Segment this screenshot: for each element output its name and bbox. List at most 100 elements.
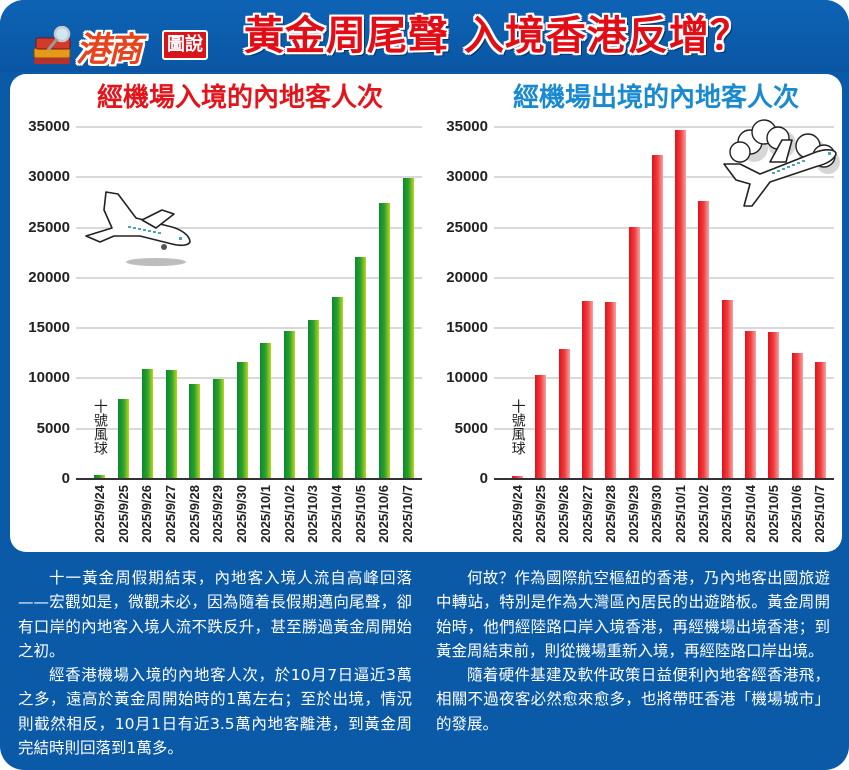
bar (628, 226, 640, 479)
gridline (494, 427, 834, 430)
x-axis-tick-label: 2025/10/7 (400, 485, 416, 543)
bar (675, 130, 687, 479)
chart-title: 經機場入境的內地客人次 (96, 83, 383, 113)
y-axis-tick-label: 5000 (454, 419, 488, 437)
x-axis-tick-label: 2025/9/26 (556, 485, 572, 543)
bar (141, 369, 153, 479)
bar (331, 296, 343, 479)
bar (605, 301, 617, 479)
bar (582, 300, 593, 479)
bar (651, 155, 663, 479)
y-axis-tick-label: 25000 (28, 218, 70, 236)
x-axis-line (76, 478, 422, 480)
y-axis-tick-label: 0 (479, 470, 488, 487)
bar (212, 379, 224, 479)
departures-chart: 經機場出境的內地客人次 0 5000 10000 15000 20000 25000 300… (430, 74, 842, 552)
x-axis-tick-label: 2025/10/2 (281, 485, 297, 543)
x-axis-tick-label: 2025/10/5 (352, 485, 368, 543)
bar (355, 256, 367, 479)
x-axis-tick-label: 2025/9/29 (210, 485, 226, 543)
x-axis-tick-label: 2025/9/30 (234, 485, 250, 543)
y-axis-tick-label: 25000 (446, 218, 488, 236)
y-axis-tick-label: 35000 (28, 118, 70, 135)
x-axis-tick-label: 2025/9/24 (509, 485, 525, 543)
gridline (494, 327, 834, 330)
bar (698, 201, 710, 479)
x-axis-tick-label: 2025/9/27 (163, 485, 178, 543)
typhoon-annotation: 十號風球 (91, 399, 108, 455)
x-axis-tick-label: 2025/9/28 (186, 485, 202, 543)
plot-area (76, 126, 422, 480)
x-axis-tick-label: 2025/10/5 (765, 485, 781, 543)
article-column-right: 何故？作為國際航空樞紐的香港，乃內地客出國旅遊中轉站，特別是作為大灣區內居民的出… (436, 566, 830, 736)
plot-area (494, 126, 834, 480)
books-magnifier-icon (33, 26, 71, 64)
x-axis-tick-label: 2025/9/25 (115, 485, 131, 543)
y-axis-tick-label: 20000 (446, 268, 488, 286)
y-axis-tick-label: 30000 (28, 168, 70, 186)
x-axis-tick-label: 2025/10/3 (719, 485, 735, 543)
gridline (76, 276, 422, 279)
x-axis-tick-label: 2025/10/7 (812, 485, 828, 543)
x-axis-tick-label: 2025/10/4 (329, 485, 344, 543)
bar (284, 331, 296, 479)
y-axis-tick-label: 35000 (446, 118, 488, 135)
x-axis-tick-label: 2025/9/30 (649, 485, 665, 543)
y-axis-tick-label: 15000 (28, 319, 70, 337)
bar (745, 331, 756, 479)
x-axis-tick-label: 2025/9/26 (139, 485, 155, 543)
gridline (494, 377, 834, 380)
gridline (76, 176, 422, 179)
article-paragraph: 何故？作為國際航空樞紐的香港，乃內地客出國旅遊中轉站，特別是作為大灣區內居民的出… (436, 569, 830, 660)
y-axis-tick-label: 20000 (28, 268, 70, 286)
x-axis-tick-label: 2025/10/3 (305, 485, 321, 543)
gridline (76, 226, 422, 229)
article-column-left: 十一黃金周假期結束，內地客入境人流自高峰回落——宏觀如是，微觀未必，因為隨着長假… (18, 566, 412, 760)
header-banner: 港商 圖說 黃金周尾聲 入境香港反增？ (0, 0, 849, 72)
article-paragraph: 經香港機場入境的內地客人次，於10月7日逼近3萬之多，遠高於黃金周開始時的1萬左… (18, 666, 412, 758)
gridline (76, 126, 422, 128)
bar (402, 178, 414, 479)
gridline (76, 377, 422, 380)
gridline (494, 176, 834, 179)
article-paragraph: 十一黃金周假期結束，內地客入境人流自高峰回落——宏觀如是，微觀未必，因為隨着長假… (18, 569, 412, 660)
bar (512, 475, 524, 479)
bar (118, 398, 130, 479)
x-axis-tick-label: 2025/9/24 (91, 485, 107, 543)
bar (791, 353, 803, 479)
x-axis-tick-label: 2025/10/2 (695, 485, 711, 543)
typhoon-annotation: 十號風球 (509, 399, 526, 455)
bar (535, 375, 547, 479)
x-axis-tick-label: 2025/9/27 (579, 485, 595, 543)
bar (260, 343, 272, 479)
bar (189, 384, 201, 479)
y-axis-tick-label: 10000 (446, 369, 488, 387)
bar (768, 332, 780, 479)
gridline (494, 126, 834, 128)
x-axis-tick-label: 2025/10/1 (257, 485, 273, 543)
logo: 港商 圖說 (22, 8, 222, 70)
logo-main-text: 港商 (76, 30, 142, 70)
x-axis-tick-label: 2025/10/4 (742, 485, 758, 543)
bar (378, 203, 390, 479)
x-axis-tick-label: 2025/9/28 (602, 485, 618, 543)
x-axis-tick-label: 2025/10/6 (376, 485, 392, 543)
x-axis-tick-label: 2025/10/1 (672, 485, 688, 543)
gridline (76, 427, 422, 430)
arrivals-chart: 經機場入境的內地客人次 0 5000 10000 15000 20000 25000 300… (10, 74, 430, 552)
bar (558, 349, 570, 479)
y-axis-tick-label: 10000 (28, 369, 70, 387)
article-paragraph: 隨着硬件基建及軟件政策日益便利內地客經香港飛，相關不過夜客必然愈來愈多，也將帶旺… (436, 666, 830, 733)
gridline (494, 276, 834, 279)
x-axis-tick-label: 2025/10/6 (789, 485, 805, 543)
logo-tag: 圖說 (162, 30, 208, 60)
y-axis-tick-label: 30000 (446, 168, 488, 186)
bar (236, 362, 248, 479)
gridline (76, 327, 422, 330)
y-axis-tick-label: 15000 (446, 319, 488, 337)
y-axis-tick-label: 0 (61, 470, 70, 487)
bar (721, 299, 733, 479)
x-axis-tick-label: 2025/9/25 (532, 485, 548, 543)
bar (165, 370, 177, 479)
y-axis-tick-label: 5000 (36, 419, 70, 437)
